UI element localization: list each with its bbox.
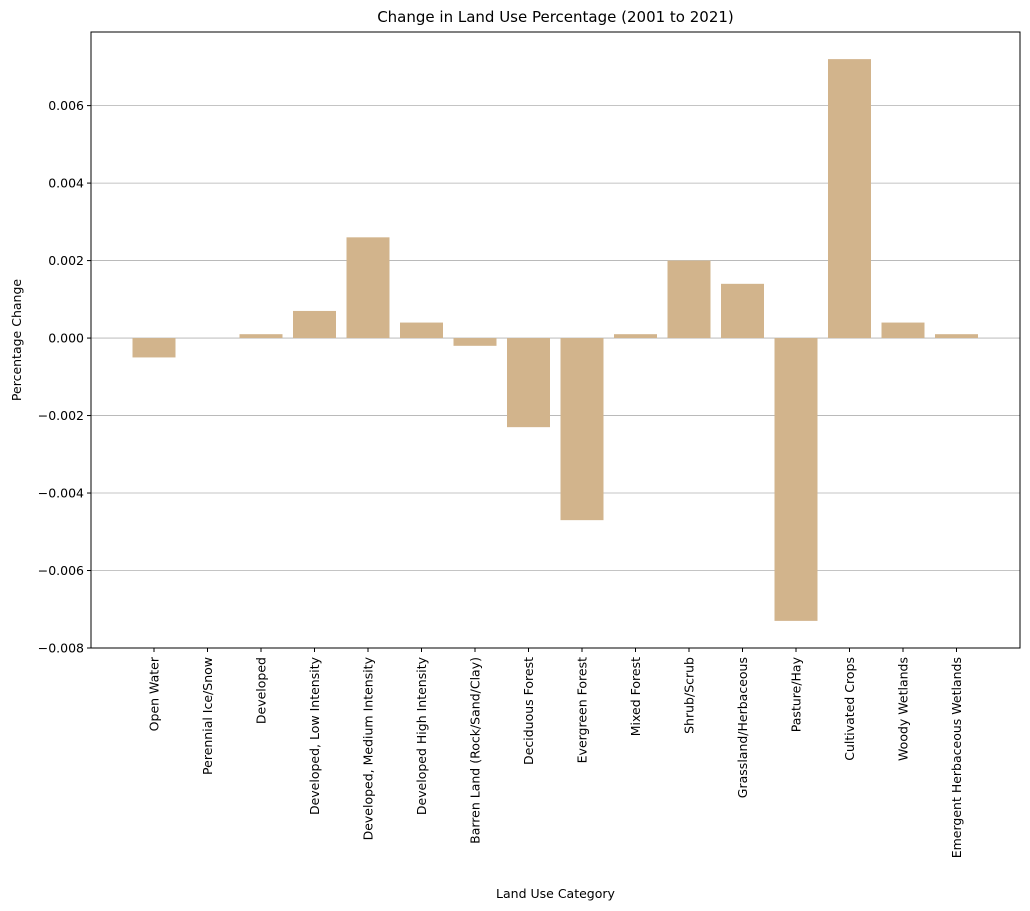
bar <box>828 59 871 339</box>
bar <box>667 260 711 339</box>
x-tick-label: Cultivated Crops <box>842 657 857 761</box>
x-tick-label: Developed High Intensity <box>414 656 429 815</box>
bars <box>132 59 978 621</box>
bar <box>346 237 390 339</box>
x-tick-label: Shrub/Scrub <box>682 657 697 734</box>
bar <box>293 310 336 339</box>
x-tick-label: Woody Wetlands <box>896 657 911 761</box>
x-tick-label: Evergreen Forest <box>575 657 590 763</box>
bar <box>560 338 604 521</box>
x-tick-label: Perennial Ice/Snow <box>200 657 215 775</box>
x-axis-ticks: Open Water Perennial Ice/Snow Developed Dev… <box>147 648 964 858</box>
bar <box>453 338 497 346</box>
x-tick-label: Barren Land (Rock/Sand/Clay) <box>468 657 483 844</box>
y-tick-label: −0.006 <box>38 563 84 578</box>
bar <box>132 338 176 358</box>
x-tick-label: Open Water <box>147 656 162 731</box>
x-tick-label: Developed, Medium Intensity <box>361 656 376 840</box>
x-tick-label: Grassland/Herbaceous <box>735 657 750 798</box>
y-tick-label: −0.002 <box>38 408 84 423</box>
bar <box>935 334 978 339</box>
x-tick-label: Developed <box>254 657 269 724</box>
x-tick-label: Developed, Low Intensity <box>307 656 322 815</box>
x-tick-label: Pasture/Hay <box>789 656 804 732</box>
bar <box>239 334 283 339</box>
y-axis-label: Percentage Change <box>9 279 24 401</box>
bar <box>881 322 925 339</box>
x-tick-label: Deciduous Forest <box>521 657 536 765</box>
bar <box>400 322 443 339</box>
y-tick-label: −0.008 <box>38 641 84 656</box>
bar <box>507 338 550 428</box>
y-tick-label: 0.006 <box>48 98 84 113</box>
x-axis-label: Land Use Category <box>496 886 615 901</box>
x-tick-label: Mixed Forest <box>628 657 643 736</box>
y-tick-label: 0.000 <box>48 331 84 346</box>
y-tick-label: −0.004 <box>38 486 84 501</box>
chart-title: Change in Land Use Percentage (2001 to 2… <box>377 8 734 26</box>
y-tick-label: 0.004 <box>48 176 84 191</box>
bar <box>614 334 657 339</box>
x-tick-label: Emergent Herbaceous Wetlands <box>949 657 964 858</box>
bar <box>721 283 764 339</box>
y-tick-label: 0.002 <box>48 253 84 268</box>
y-gridlines <box>91 105 1020 649</box>
bar <box>774 338 818 621</box>
plot-frame <box>90 31 1021 649</box>
y-axis-ticks: −0.008 −0.006 −0.004 −0.002 0.000 0.002 0.004 0… <box>38 98 91 656</box>
